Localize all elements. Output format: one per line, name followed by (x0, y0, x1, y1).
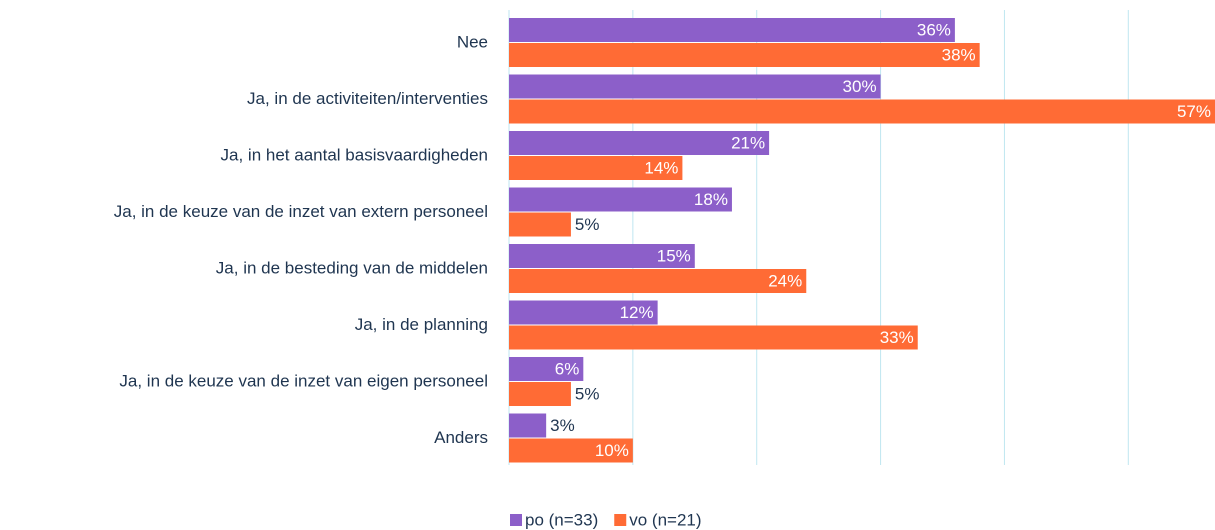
bar (509, 99, 1215, 124)
category-label: Ja, in de besteding van de middelen (216, 258, 488, 277)
value-label: 14% (644, 158, 678, 177)
legend-swatch (614, 514, 627, 526)
bar (509, 438, 633, 463)
value-label: 21% (731, 133, 765, 152)
bar (509, 269, 807, 293)
bar (509, 212, 571, 237)
category-label: Nee (457, 32, 488, 51)
value-label: 6% (555, 359, 580, 378)
category-label: Ja, in het aantal basisvaardigheden (221, 145, 488, 164)
value-label: 15% (657, 246, 691, 265)
legend-label: po (n=33) (525, 510, 598, 529)
value-label: 30% (843, 77, 877, 96)
bar (509, 156, 683, 180)
bar (509, 187, 732, 212)
legend-swatch (510, 514, 522, 526)
bar (509, 18, 955, 42)
value-label: 57% (1177, 102, 1211, 121)
value-label: 33% (880, 328, 914, 347)
category-label: Ja, in de activiteiten/interventies (247, 89, 488, 108)
value-label: 18% (694, 190, 728, 209)
value-label: 12% (620, 303, 654, 322)
category-label: Ja, in de keuze van de inzet van extern … (114, 202, 488, 221)
bar (509, 413, 547, 438)
bar (509, 74, 881, 99)
bar (509, 382, 571, 406)
value-label: 36% (917, 20, 951, 39)
category-label: Anders (434, 428, 488, 447)
legend-label: vo (n=21) (629, 510, 701, 529)
value-label: 5% (575, 215, 600, 234)
category-label: Ja, in de planning (355, 315, 488, 334)
bar (509, 357, 584, 381)
value-label: 5% (575, 384, 600, 403)
bar (509, 43, 980, 67)
bar (509, 244, 695, 268)
value-label: 10% (595, 441, 629, 460)
value-label: 3% (550, 416, 575, 435)
value-label: 38% (942, 45, 976, 64)
category-label: Ja, in de keuze van de inzet van eigen p… (119, 371, 488, 390)
bar (509, 325, 918, 350)
bar (509, 300, 658, 325)
bar (509, 131, 770, 155)
value-label: 24% (768, 271, 802, 290)
